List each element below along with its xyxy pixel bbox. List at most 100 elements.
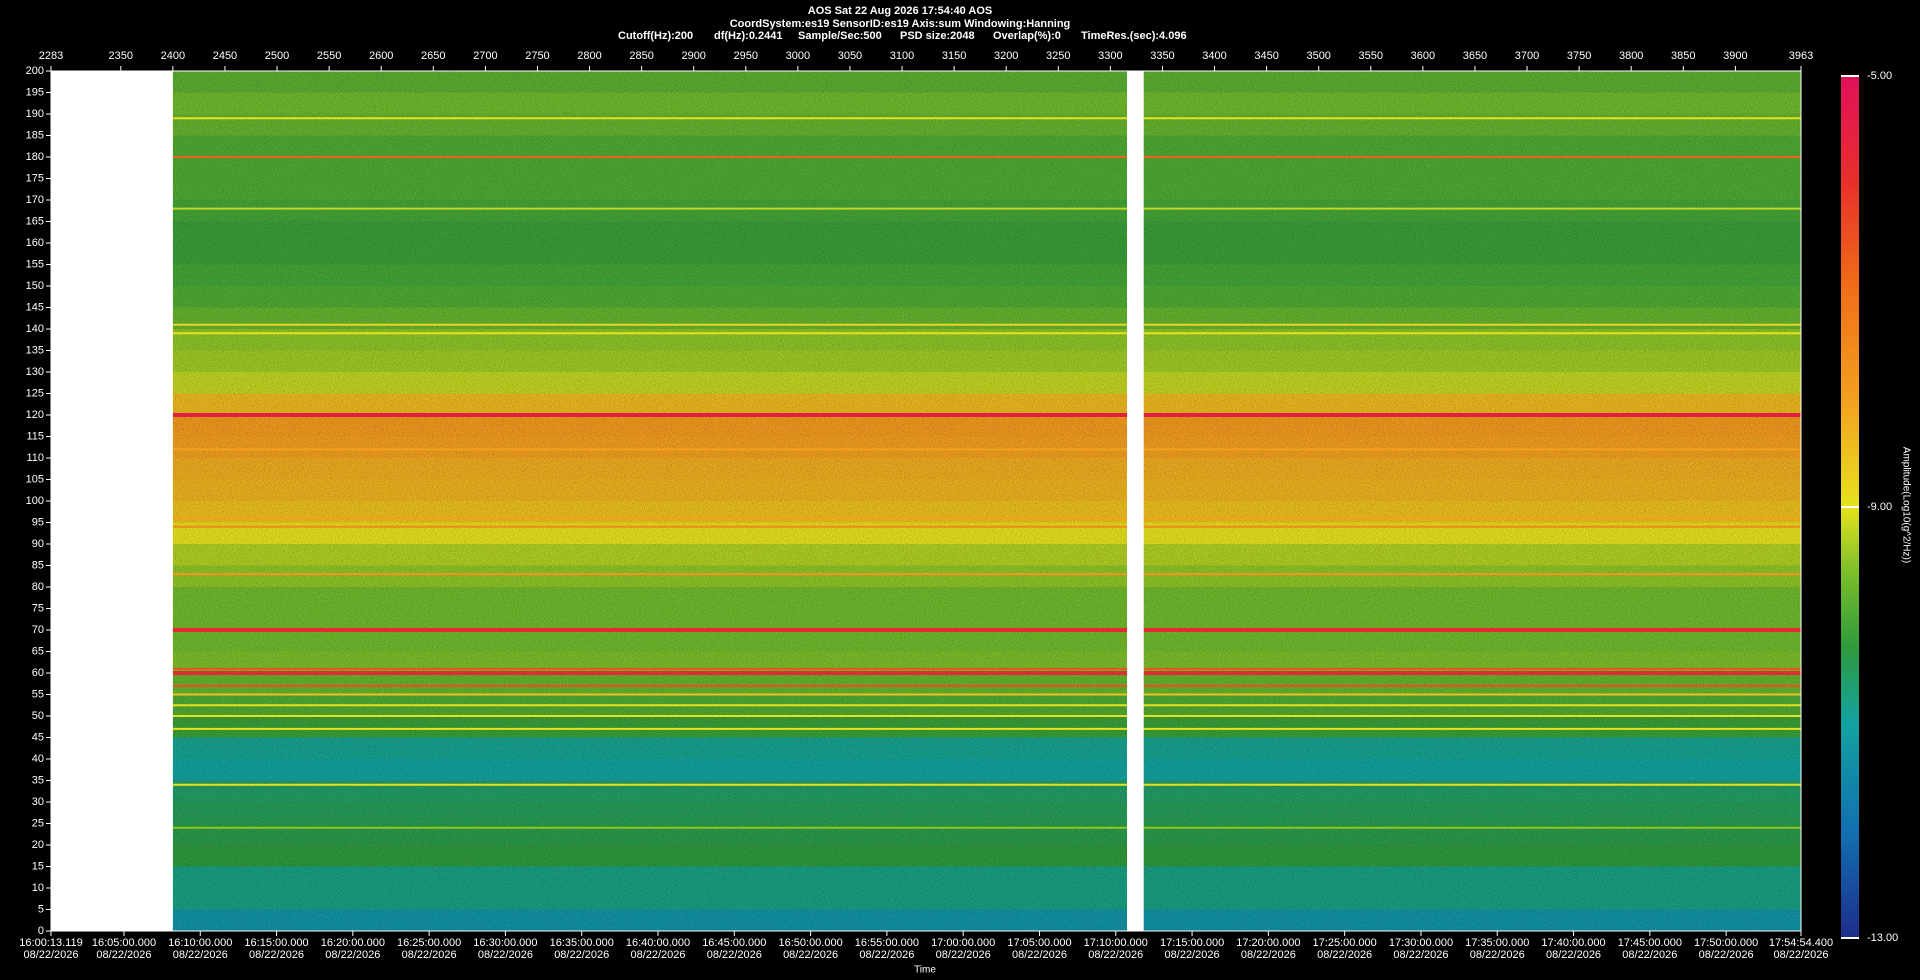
colorbar-tick-label: -5.00	[1867, 70, 1892, 82]
chart-title: AOS Sat 22 Aug 2026 17:54:40 AOS	[808, 5, 992, 17]
y-tick-label: 180	[26, 151, 44, 163]
x-axis-label: Time	[914, 965, 936, 976]
x-tick-label: 3600	[1411, 50, 1435, 62]
x2-tick-time: 17:30:00.000	[1389, 937, 1453, 949]
x-tick-label: 2950	[734, 50, 758, 62]
x2-tick-date: 08/22/2026	[783, 949, 838, 961]
x-tick-label: 3900	[1723, 50, 1747, 62]
y-tick-label: 185	[26, 129, 44, 141]
y-tick-label: 115	[26, 430, 44, 442]
x-tick-label: 3450	[1254, 50, 1278, 62]
x2-tick-date: 08/22/2026	[1165, 949, 1220, 961]
x2-tick-date: 08/22/2026	[936, 949, 991, 961]
y-tick-label: 35	[32, 774, 44, 786]
x-tick-label: 2750	[525, 50, 549, 62]
x2-tick-time: 17:25:00.000	[1313, 937, 1377, 949]
x-tick-label: 3150	[942, 50, 966, 62]
colorbar-tick-label: -13.00	[1867, 932, 1898, 944]
y-tick-label: 50	[32, 710, 44, 722]
x-tick-label: 3250	[1046, 50, 1070, 62]
x2-tick-date: 08/22/2026	[249, 949, 304, 961]
x2-tick-date: 08/22/2026	[402, 949, 457, 961]
chart-subtitle: CoordSystem:es19 SensorID:es19 Axis:sum …	[730, 18, 1071, 30]
y-tick-label: 195	[26, 86, 44, 98]
x-tick-label: 3800	[1619, 50, 1643, 62]
y-tick-label: 155	[26, 258, 44, 270]
x-tick-label: 2500	[265, 50, 289, 62]
x-tick-label: 2650	[421, 50, 445, 62]
x2-tick-time: 16:15:00.000	[244, 937, 308, 949]
x-tick-label: 3000	[786, 50, 810, 62]
y-tick-label: 75	[32, 602, 44, 614]
x-tick-label: 2800	[577, 50, 601, 62]
setting-label: TimeRes.(sec):4.096	[1081, 30, 1187, 42]
x2-tick-date: 08/22/2026	[173, 949, 228, 961]
x2-tick-date: 08/22/2026	[859, 949, 914, 961]
setting-label: PSD size:2048	[900, 30, 975, 42]
x2-tick-time: 16:55:00.000	[855, 937, 919, 949]
x2-tick-time: 17:35:00.000	[1465, 937, 1529, 949]
x2-tick-time: 17:45:00.000	[1618, 937, 1682, 949]
y-tick-label: 55	[32, 688, 44, 700]
y-tick-label: 130	[26, 366, 44, 378]
y-tick-label: 165	[26, 215, 44, 227]
x-tick-label: 2283	[39, 50, 63, 62]
x2-tick-time: 16:10:00.000	[168, 937, 232, 949]
x2-tick-date: 08/22/2026	[478, 949, 533, 961]
y-tick-label: 70	[32, 624, 44, 636]
x-tick-label: 2700	[473, 50, 497, 62]
x2-tick-time: 17:05:00.000	[1007, 937, 1071, 949]
y-tick-label: 80	[32, 581, 44, 593]
y-tick-label: 150	[26, 280, 44, 292]
x-tick-label: 2400	[161, 50, 185, 62]
y-tick-label: 45	[32, 731, 44, 743]
x2-tick-date: 08/22/2026	[325, 949, 380, 961]
y-tick-label: 10	[32, 882, 44, 894]
x-tick-label: 2850	[629, 50, 653, 62]
y-tick-label: 20	[32, 839, 44, 851]
x-tick-label: 2600	[369, 50, 393, 62]
x2-tick-time: 16:30:00.000	[473, 937, 537, 949]
x2-tick-time: 16:35:00.000	[550, 937, 614, 949]
y-tick-label: 25	[32, 817, 44, 829]
y-tick-label: 5	[38, 903, 44, 915]
x2-tick-date: 08/22/2026	[1773, 949, 1828, 961]
y-tick-label: 175	[26, 172, 44, 184]
x2-tick-date: 08/22/2026	[1622, 949, 1677, 961]
y-tick-label: 145	[26, 301, 44, 313]
x2-tick-date: 08/22/2026	[23, 949, 78, 961]
y-tick-label: 140	[26, 323, 44, 335]
x2-tick-time: 17:15:00.000	[1160, 937, 1224, 949]
x2-tick-time: 17:00:00.000	[931, 937, 995, 949]
x-tick-label: 3850	[1671, 50, 1695, 62]
y-tick-label: 125	[26, 387, 44, 399]
y-tick-label: 15	[32, 860, 44, 872]
x2-tick-time: 17:54:54.400	[1769, 937, 1833, 949]
y-tick-label: 190	[26, 108, 44, 120]
x2-tick-date: 08/22/2026	[1699, 949, 1754, 961]
y-tick-label: 60	[32, 667, 44, 679]
no-data-gap	[1127, 71, 1144, 931]
x2-tick-date: 08/22/2026	[554, 949, 609, 961]
y-tick-label: 100	[26, 495, 44, 507]
y-tick-label: 85	[32, 559, 44, 571]
x2-tick-time: 16:05:00.000	[92, 937, 156, 949]
x2-tick-time: 16:45:00.000	[702, 937, 766, 949]
y-tick-label: 120	[26, 409, 44, 421]
x2-tick-date: 08/22/2026	[1317, 949, 1372, 961]
y-tick-label: 0	[38, 925, 44, 937]
y-tick-label: 135	[26, 344, 44, 356]
setting-label: Sample/Sec:500	[798, 30, 882, 42]
x-tick-label: 2450	[213, 50, 237, 62]
x-tick-label: 3400	[1202, 50, 1226, 62]
y-tick-label: 90	[32, 538, 44, 550]
noise-texture	[51, 71, 1801, 931]
x-tick-label: 3200	[994, 50, 1018, 62]
y-tick-label: 200	[26, 65, 44, 77]
x-tick-label: 3700	[1515, 50, 1539, 62]
x2-tick-time: 16:25:00.000	[397, 937, 461, 949]
x-tick-label: 3350	[1150, 50, 1174, 62]
x-tick-label: 3550	[1359, 50, 1383, 62]
